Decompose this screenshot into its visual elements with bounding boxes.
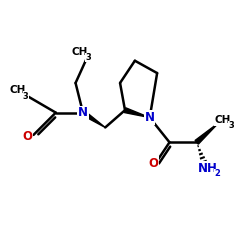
Text: O: O [148, 157, 158, 170]
Polygon shape [82, 110, 105, 128]
Text: NH: NH [198, 162, 218, 175]
Polygon shape [195, 122, 219, 144]
Text: 2: 2 [214, 169, 220, 178]
Text: 3: 3 [23, 92, 28, 100]
Text: N: N [145, 111, 155, 124]
Text: CH: CH [9, 86, 26, 96]
Text: N: N [78, 106, 88, 119]
Text: CH: CH [71, 47, 88, 57]
Polygon shape [124, 108, 150, 118]
Text: CH: CH [214, 115, 231, 125]
Text: O: O [22, 130, 32, 142]
Text: 3: 3 [228, 121, 234, 130]
Text: 3: 3 [85, 53, 91, 62]
